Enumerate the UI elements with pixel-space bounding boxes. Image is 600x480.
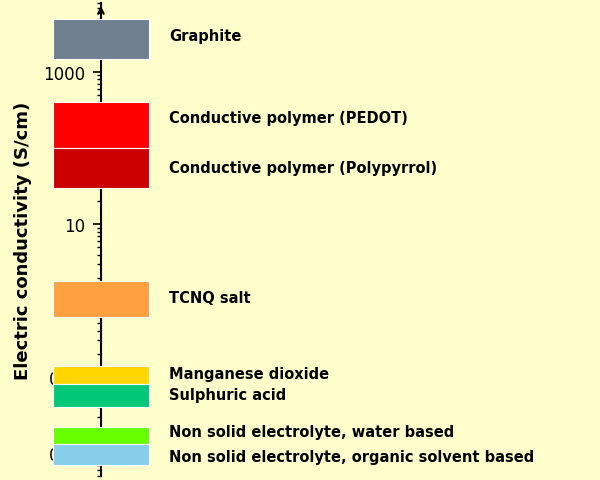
Text: TCNQ salt: TCNQ salt <box>169 290 251 305</box>
Bar <box>53 444 149 465</box>
Bar <box>53 103 149 149</box>
Text: Conductive polymer (Polypyrrol): Conductive polymer (Polypyrrol) <box>169 161 437 176</box>
Text: Conductive polymer (PEDOT): Conductive polymer (PEDOT) <box>169 111 408 126</box>
Bar <box>53 20 149 60</box>
Bar <box>53 384 149 407</box>
Text: Non solid electrolyte, water based: Non solid electrolyte, water based <box>169 424 455 439</box>
Bar <box>53 149 149 189</box>
Text: Non solid electrolyte, organic solvent based: Non solid electrolyte, organic solvent b… <box>169 449 535 464</box>
Bar <box>53 427 149 444</box>
Text: Sulphuric acid: Sulphuric acid <box>169 387 287 402</box>
Text: Manganese dioxide: Manganese dioxide <box>169 366 329 381</box>
Text: Graphite: Graphite <box>169 29 242 44</box>
Y-axis label: Electric conductivity (S/cm): Electric conductivity (S/cm) <box>14 101 32 379</box>
Bar <box>53 366 149 384</box>
Bar <box>53 281 149 318</box>
